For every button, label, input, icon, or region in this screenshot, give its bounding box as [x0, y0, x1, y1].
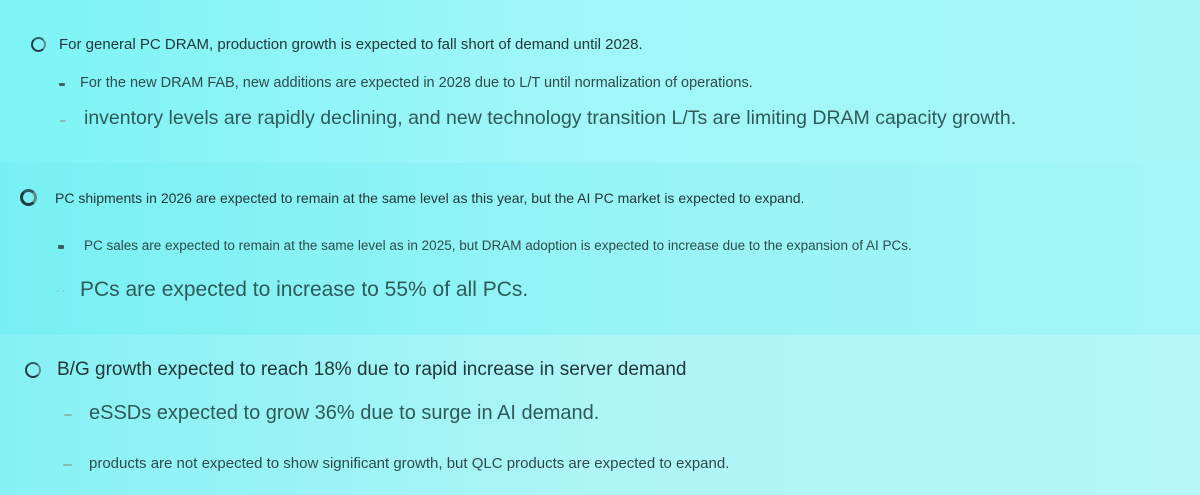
section-1-heading-row: For general PC DRAM, production growth i…	[31, 36, 643, 53]
section-heading: PC shipments in 2026 are expected to rem…	[55, 189, 805, 206]
dash-icon	[64, 414, 72, 416]
section-heading: For general PC DRAM, production growth i…	[59, 36, 643, 53]
dash-icon	[59, 83, 65, 86]
section-3-point-1-row: eSSDs expected to grow 36% due to surge …	[64, 402, 599, 425]
section-point: eSSDs expected to grow 36% due to surge …	[89, 402, 600, 424]
section-1-point-2-row: inventory levels are rapidly declining, …	[60, 107, 1016, 130]
dash-icon	[60, 119, 66, 122]
section-1-point-1-row: For the new DRAM FAB, new additions are …	[59, 75, 753, 91]
circle-outline-icon	[31, 37, 46, 52]
section-band-1	[0, 0, 1200, 163]
section-point: inventory levels are rapidly declining, …	[84, 107, 1017, 129]
dash-icon	[63, 463, 72, 466]
circle-outline-icon	[20, 189, 37, 206]
section-2-point-2-row: ·· PCs are expected to increase to 55% o…	[56, 278, 528, 302]
section-point: PC sales are expected to remain at the s…	[84, 238, 912, 253]
dash-icon	[58, 244, 64, 249]
section-point: products are not expected to show signif…	[89, 455, 730, 472]
section-heading: B/G growth expected to reach 18% due to …	[57, 359, 687, 380]
circle-outline-icon	[25, 362, 41, 378]
section-3-point-2-row: products are not expected to show signif…	[63, 455, 729, 472]
section-3-heading-row: B/G growth expected to reach 18% due to …	[25, 359, 686, 381]
section-band-2	[0, 163, 1200, 335]
section-band-3	[0, 335, 1200, 495]
section-2-point-1-row: PC sales are expected to remain at the s…	[58, 238, 912, 253]
section-point: For the new DRAM FAB, new additions are …	[80, 75, 753, 91]
section-point: PCs are expected to increase to 55% of a…	[80, 278, 529, 301]
section-2-heading-row: PC shipments in 2026 are expected to rem…	[20, 189, 804, 206]
dash-icon: ··	[56, 283, 66, 297]
